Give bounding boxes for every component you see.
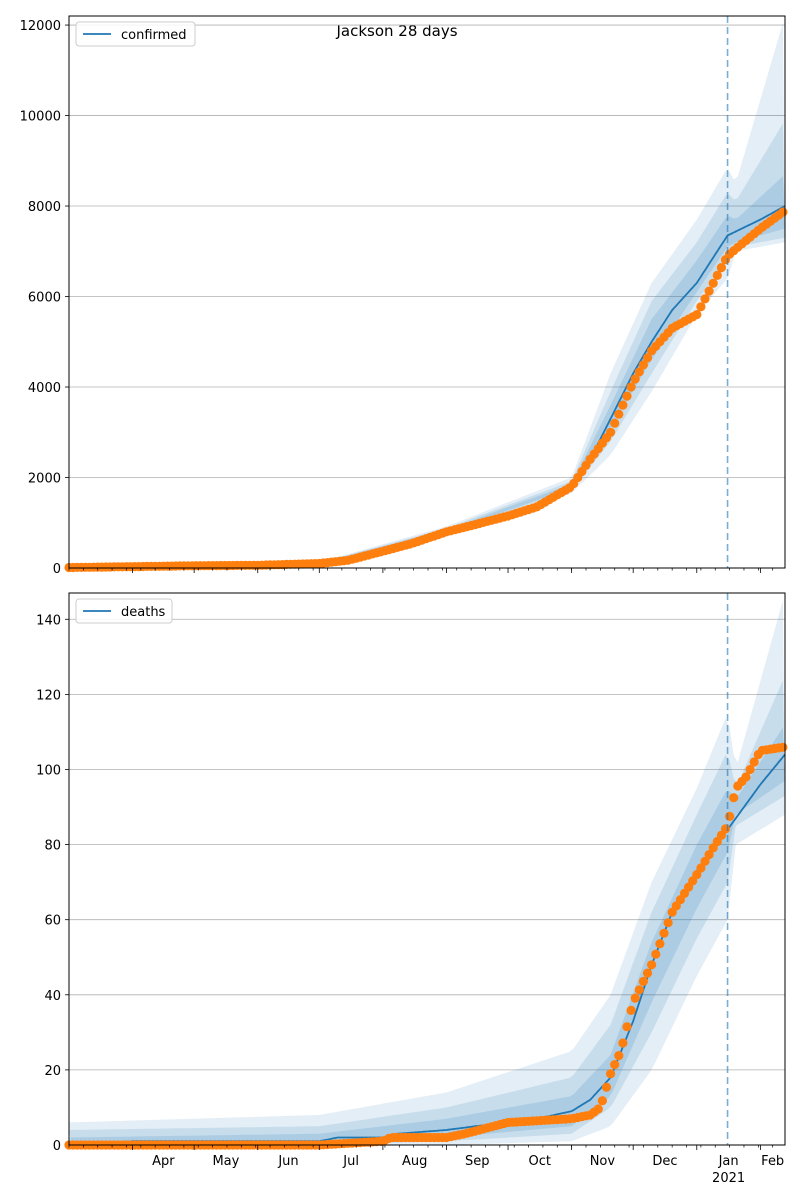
confidence-band [69, 600, 785, 1145]
x-tick-label: Sep [465, 1154, 490, 1169]
observed-point [642, 968, 653, 978]
legend-box [75, 598, 173, 624]
observed-point [716, 263, 727, 273]
x-tick-label: May [212, 1154, 239, 1169]
observed-point [651, 949, 661, 959]
observed-point [778, 742, 788, 752]
observed-point [642, 353, 653, 363]
observed-point [593, 1104, 603, 1114]
confidence-band [69, 727, 785, 1145]
observed-point [778, 207, 788, 217]
observed-point [614, 1051, 624, 1061]
observed-point [622, 391, 632, 401]
observed-point [692, 310, 702, 320]
observed-point [630, 993, 640, 1003]
observed-point [696, 863, 706, 873]
observed-point [601, 1082, 612, 1092]
x-tick-label: Oct [529, 1154, 551, 1169]
observed-point [745, 764, 755, 775]
observed-point [659, 928, 669, 938]
observed-point [692, 870, 702, 880]
y-tick-label: 80 [44, 839, 61, 854]
y-tick-label: 0 [53, 562, 61, 577]
axes-frame [68, 15, 786, 569]
y-tick-label: 2000 [28, 472, 61, 487]
confidence-band [69, 123, 785, 568]
observed-point [630, 374, 640, 384]
observed-point [634, 367, 644, 377]
observed-point [638, 976, 649, 987]
y-tick-label: 20 [44, 1064, 61, 1079]
x-tick-label: Aug [402, 1154, 427, 1169]
y-tick-label: 0 [53, 1139, 61, 1154]
observed-point [618, 1038, 628, 1048]
x-tick-label: Jun [277, 1154, 298, 1169]
x-tick-label: Jul [342, 1154, 359, 1169]
observed-point [725, 811, 735, 822]
legend-label: deaths [121, 605, 166, 620]
x-tick-label: Dec [652, 1154, 677, 1169]
observed-point [712, 270, 722, 280]
observed-point [749, 757, 759, 767]
observed-point [655, 939, 665, 949]
observed-point [720, 824, 731, 834]
y-tick-label: 4000 [28, 381, 61, 396]
observed-point [741, 772, 751, 782]
x-tick-label: Jan [718, 1154, 739, 1169]
y-tick-label: 40 [44, 989, 61, 1004]
y-tick-label: 10000 [20, 110, 61, 125]
x-tick-label: Nov [590, 1154, 616, 1169]
confidence-band [69, 176, 785, 568]
observed-point [647, 960, 657, 970]
observed-point [610, 418, 620, 428]
observed-point [597, 1096, 608, 1106]
y-tick-label: 100 [36, 763, 61, 778]
x-tick-label: Feb [761, 1154, 784, 1169]
observed-point [700, 294, 710, 304]
y-tick-label: 140 [36, 613, 61, 628]
y-tick-label: 12000 [20, 19, 61, 34]
observed-point [614, 409, 624, 419]
y-tick-label: 6000 [28, 291, 61, 306]
observed-point [700, 856, 710, 866]
figure-title: Jackson 28 days [335, 22, 457, 40]
legend-label: confirmed [121, 28, 187, 43]
observed-point [663, 918, 673, 928]
observed-point [606, 427, 616, 437]
y-tick-label: 8000 [28, 200, 61, 215]
x-tick-label: Apr [152, 1154, 175, 1169]
observed-point [638, 360, 649, 370]
observed-point [704, 286, 714, 296]
axes-frame [68, 592, 786, 1146]
observed-point [708, 278, 718, 288]
observed-point [729, 793, 739, 803]
observed-point [606, 1069, 616, 1079]
confirmed-panel: 0 2000 4000 6000 8000 10000 12000 confirmed [20, 15, 788, 577]
observed-point [634, 985, 644, 995]
observed-point [704, 850, 714, 860]
observed-point [626, 1005, 636, 1016]
observed-point [610, 1060, 620, 1070]
x-year-label: 2021 [712, 1171, 745, 1186]
y-tick-label: 60 [44, 914, 61, 929]
confidence-band [69, 23, 785, 568]
y-tick-label: 120 [36, 688, 61, 703]
legend-box [75, 21, 196, 47]
observed-point [696, 302, 706, 312]
observed-point [618, 400, 628, 410]
observed-point [626, 382, 636, 392]
deaths-panel: 0 20 40 60 80 100 120 140 Apr May Jun Jul Aug Sep Oct N… [36, 592, 788, 1186]
observed-point [622, 1022, 632, 1032]
